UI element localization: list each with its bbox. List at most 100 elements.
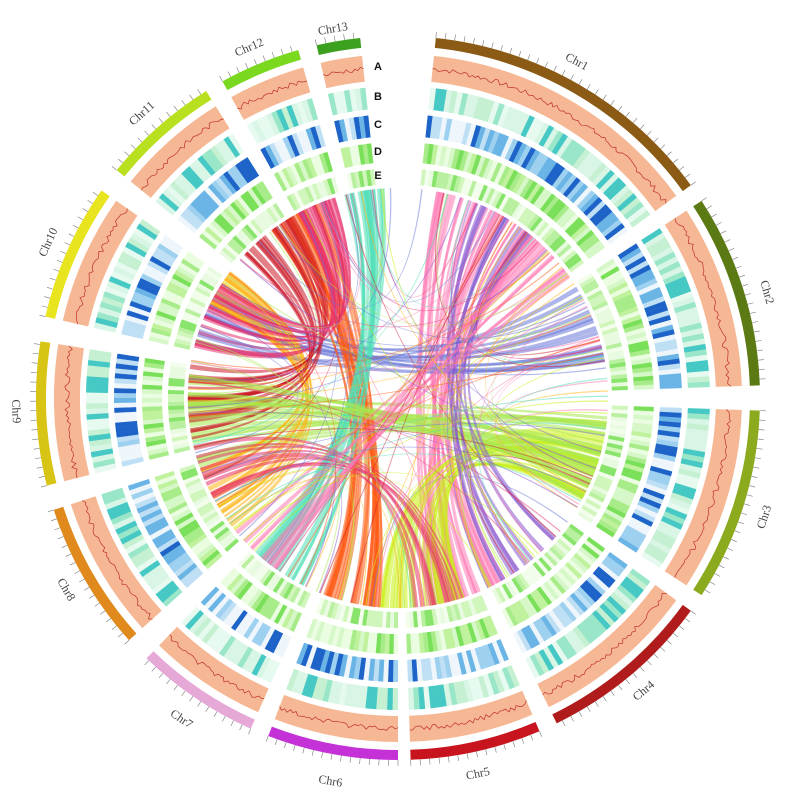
tick-marks — [144, 660, 252, 735]
synteny-link — [485, 266, 587, 493]
track-d — [340, 143, 374, 169]
ideogram-band — [552, 604, 691, 724]
synteny-link — [238, 211, 339, 537]
chromosome-chr3 — [577, 405, 766, 596]
synteny-link — [188, 251, 550, 391]
tick-marks — [701, 197, 766, 380]
chromosome-chr5 — [405, 594, 543, 766]
ideogram-band — [693, 410, 760, 596]
track-d — [422, 143, 606, 260]
synteny-link — [187, 314, 592, 403]
tick-marks — [111, 89, 202, 171]
track-d — [141, 357, 170, 460]
track-c — [296, 642, 398, 682]
synteny-link — [253, 400, 609, 552]
track-b — [101, 487, 183, 607]
ideogram-band — [693, 200, 760, 386]
synteny-link — [187, 231, 319, 394]
synteny-link — [360, 190, 594, 478]
track-labels: A B C DE — [374, 61, 382, 182]
track-c — [334, 115, 371, 143]
synteny-link — [233, 250, 549, 531]
synteny-link — [243, 472, 540, 555]
synteny-link — [187, 401, 602, 455]
synteny-link — [451, 219, 510, 582]
tick-marks — [265, 735, 399, 766]
synteny-link — [491, 298, 589, 488]
chromosome-label: Chr5 — [465, 764, 491, 783]
track-b — [93, 219, 161, 333]
chromosome-chr11 — [111, 89, 285, 264]
track-a-line — [674, 409, 731, 578]
synteny-link — [216, 188, 385, 329]
synteny-link — [399, 226, 521, 609]
synteny-link — [188, 374, 415, 608]
track-b — [327, 87, 368, 116]
chromosome-chr9 — [30, 341, 191, 488]
track-label-b: B — [374, 91, 382, 103]
track-c — [512, 551, 628, 654]
track-d — [595, 258, 654, 390]
synteny-link — [197, 187, 392, 349]
synteny-link — [239, 259, 597, 470]
track-a-line — [76, 208, 128, 325]
track-label-c: C — [374, 119, 382, 131]
synteny-link — [200, 197, 351, 346]
track-a-line — [323, 66, 364, 77]
track-c — [127, 478, 204, 589]
synteny-link — [450, 200, 594, 478]
track-e — [173, 266, 223, 350]
ideogram-band — [35, 341, 57, 486]
track-a — [159, 626, 269, 713]
tick-marks — [435, 31, 696, 186]
synteny-link — [232, 474, 492, 587]
synteny-link — [221, 283, 586, 347]
synteny-link — [266, 202, 350, 563]
synteny-link — [188, 303, 299, 385]
chromosome-label: Chr9 — [9, 399, 24, 423]
chromosome-label: Chr7 — [168, 706, 196, 731]
synteny-link — [188, 411, 578, 508]
synteny-link — [452, 216, 515, 576]
synteny-link — [250, 299, 585, 550]
tick-marks — [410, 731, 543, 766]
synteny-link — [446, 217, 508, 589]
tick-marks — [314, 32, 355, 46]
synteny-link — [316, 203, 600, 352]
synteny-link — [463, 225, 545, 553]
synteny-link — [369, 189, 535, 308]
synteny-link — [214, 395, 609, 502]
track-d — [148, 251, 205, 345]
synteny-link — [380, 188, 584, 498]
track-b — [246, 98, 319, 145]
track-b — [86, 349, 117, 474]
chromosome-chr4 — [491, 523, 696, 727]
synteny-link — [195, 341, 405, 609]
chromosome-label: Chr12 — [232, 35, 265, 60]
ideogram-band — [45, 190, 110, 319]
synteny-link — [225, 453, 582, 520]
synteny-link — [478, 377, 608, 562]
chromosome-label: Chr11 — [126, 98, 157, 128]
synteny-link — [187, 399, 598, 469]
track-e — [577, 272, 628, 391]
chromosome-chr10 — [39, 190, 223, 350]
track-a — [62, 200, 138, 327]
track-a-line — [409, 700, 527, 731]
synteny-link — [228, 475, 401, 609]
chromosome-label: Chr10 — [35, 226, 60, 259]
track-e — [346, 169, 376, 190]
track-e — [168, 362, 191, 454]
track-a-line — [141, 118, 224, 191]
track-d — [273, 151, 333, 192]
chromosome-label: Chr6 — [317, 772, 343, 790]
synteny-link — [345, 194, 557, 538]
track-a — [320, 55, 365, 89]
synteny-link — [291, 190, 373, 581]
synteny-link — [188, 249, 548, 409]
track-e — [219, 202, 285, 264]
synteny-link — [192, 193, 449, 446]
synteny-link — [212, 192, 362, 332]
ideogram-band — [116, 91, 212, 177]
